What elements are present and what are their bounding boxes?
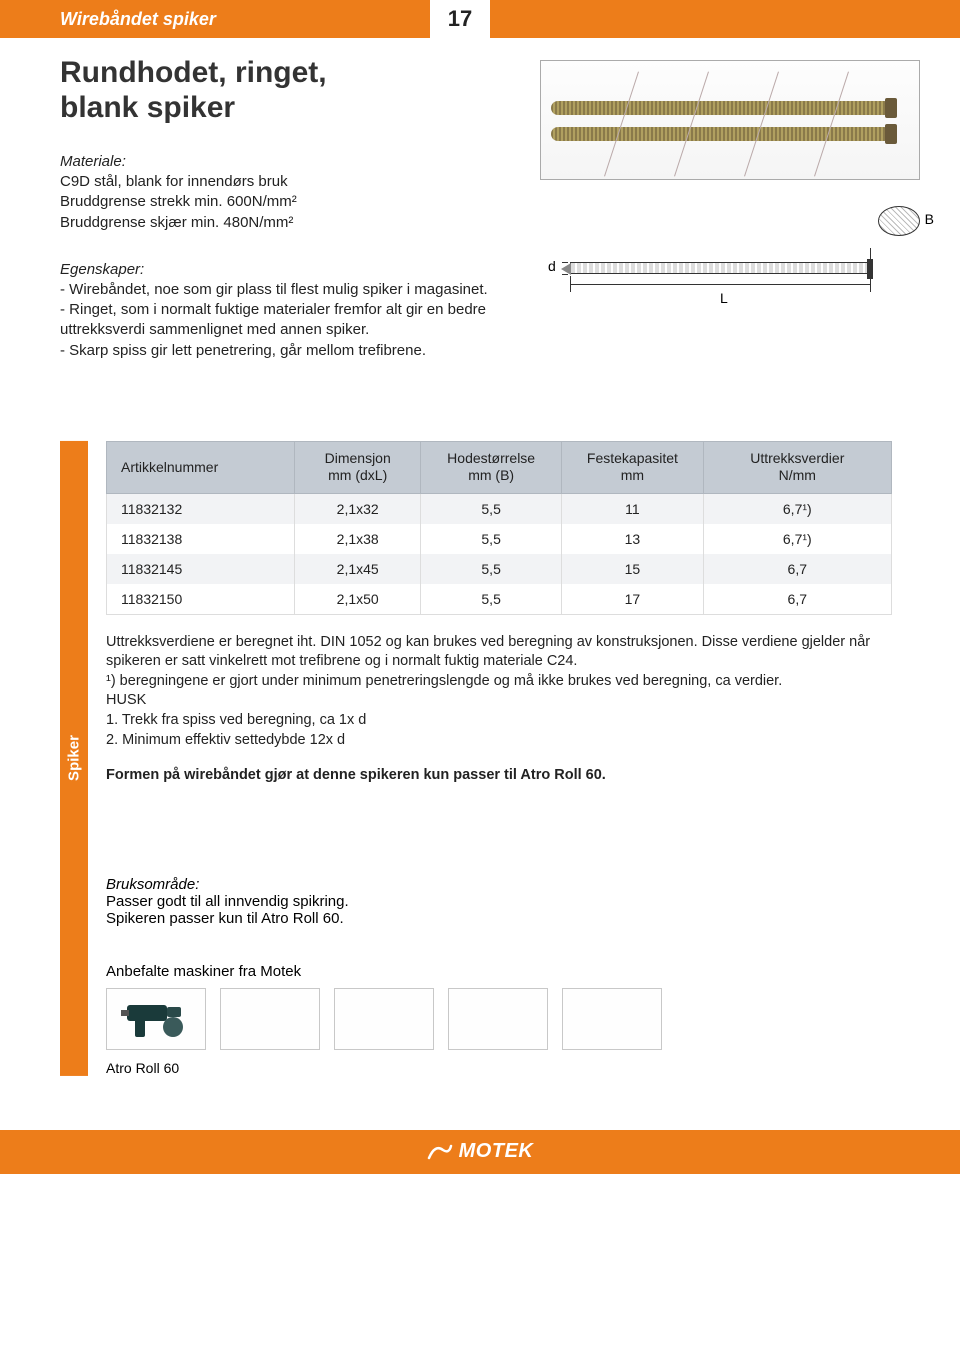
logo-icon (427, 1142, 453, 1162)
property-line: - Ringet, som i normalt fuktige material… (60, 300, 510, 341)
col-header: Uttrekksverdier N/mm (703, 441, 891, 493)
col-header: Hodestørrelse mm (B) (420, 441, 561, 493)
machines-block: Anbefalte maskiner fra Motek (106, 963, 892, 1076)
spec-table: Artikkelnummer Dimensjon mm (dxL) Hodest… (106, 441, 892, 615)
dimension-diagram: B d L (540, 206, 920, 336)
machine-thumbnail (448, 988, 548, 1050)
machines-label: Anbefalte maskiner fra Motek (106, 963, 892, 980)
section-title: Wirebåndet spiker (60, 9, 216, 30)
machine-thumbnail (334, 988, 434, 1050)
page-number-badge: 17 (430, 0, 490, 42)
machine-thumbnail (106, 988, 206, 1050)
table-row: 118321382,1x385,5136,7¹) (107, 524, 892, 554)
col-header: Festekapasitet mm (562, 441, 703, 493)
page-number: 17 (448, 6, 472, 32)
diagram-d-label: d (548, 258, 556, 274)
material-label: Materiale: (60, 153, 510, 170)
table-cell: 2,1x45 (295, 554, 421, 584)
diagram-L-label: L (720, 290, 728, 306)
nailgun-icon (121, 995, 191, 1043)
table-row: 118321502,1x505,5176,7 (107, 584, 892, 615)
side-tab: Spiker (60, 441, 88, 1076)
machine-thumbnail (562, 988, 662, 1050)
table-cell: 13 (562, 524, 703, 554)
table-cell: 2,1x32 (295, 493, 421, 524)
table-notes: Uttrekksverdiene er beregnet iht. DIN 10… (106, 633, 892, 750)
table-row: 118321322,1x325,5116,7¹) (107, 493, 892, 524)
page-title: Rundhodet, ringet, blank spiker (60, 56, 510, 125)
usage-text: Passer godt til all innvendig spikring. … (106, 893, 892, 927)
table-cell: 15 (562, 554, 703, 584)
table-cell: 6,7 (703, 554, 891, 584)
machine-thumbnail (220, 988, 320, 1050)
col-header: Dimensjon mm (dxL) (295, 441, 421, 493)
usage-label: Bruksområde: (106, 876, 892, 893)
usage-block: Bruksområde: Passer godt til all innvend… (106, 876, 892, 927)
material-text: C9D stål, blank for innendørs bruk Brudd… (60, 172, 510, 233)
table-cell: 2,1x38 (295, 524, 421, 554)
table-cell: 5,5 (420, 524, 561, 554)
table-cell: 11832145 (107, 554, 295, 584)
table-cell: 2,1x50 (295, 584, 421, 615)
table-cell: 5,5 (420, 493, 561, 524)
properties-text: - Wirebåndet, noe som gir plass til fles… (60, 280, 510, 361)
property-line: - Wirebåndet, noe som gir plass til fles… (60, 280, 510, 300)
properties-label: Egenskaper: (60, 261, 510, 278)
brand-logo: MOTEK (427, 1140, 534, 1163)
page-footer: MOTEK (0, 1130, 960, 1174)
machine-name: Atro Roll 60 (106, 1060, 892, 1076)
table-cell: 17 (562, 584, 703, 615)
product-photo (540, 60, 920, 180)
diagram-B-label: B (925, 211, 934, 227)
table-note-bold: Formen på wirebåndet gjør at denne spike… (106, 766, 892, 786)
brand-name: MOTEK (459, 1140, 534, 1163)
table-cell: 11 (562, 493, 703, 524)
table-cell: 11832132 (107, 493, 295, 524)
table-cell: 5,5 (420, 584, 561, 615)
table-cell: 6,7 (703, 584, 891, 615)
section-header-bar: Wirebåndet spiker 17 (0, 0, 960, 38)
table-cell: 5,5 (420, 554, 561, 584)
property-line: - Skarp spiss gir lett penetrering, går … (60, 341, 510, 361)
table-cell: 6,7¹) (703, 493, 891, 524)
table-cell: 11832150 (107, 584, 295, 615)
table-cell: 11832138 (107, 524, 295, 554)
table-cell: 6,7¹) (703, 524, 891, 554)
col-header: Artikkelnummer (107, 441, 295, 493)
table-row: 118321452,1x455,5156,7 (107, 554, 892, 584)
table-header-row: Artikkelnummer Dimensjon mm (dxL) Hodest… (107, 441, 892, 493)
